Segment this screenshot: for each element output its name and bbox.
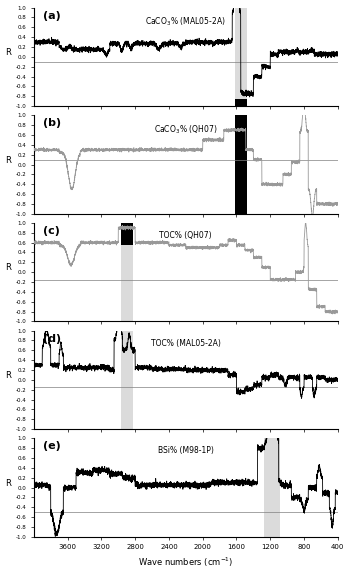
- Y-axis label: R: R: [6, 263, 12, 272]
- Text: (c): (c): [43, 226, 60, 236]
- Text: TOC% (QH07): TOC% (QH07): [160, 231, 212, 240]
- Y-axis label: R: R: [6, 48, 12, 57]
- Bar: [121, 223, 133, 321]
- Bar: [235, 7, 247, 106]
- Text: BSi% (M98-1P): BSi% (M98-1P): [158, 446, 214, 455]
- Y-axis label: R: R: [6, 478, 12, 488]
- Text: (e): (e): [43, 441, 61, 451]
- Text: (d): (d): [43, 334, 61, 344]
- Y-axis label: R: R: [6, 155, 12, 164]
- Text: TOC% (MAL05-2A): TOC% (MAL05-2A): [151, 339, 221, 347]
- Text: CaCO$_3$% (MAL05-2A): CaCO$_3$% (MAL05-2A): [146, 16, 226, 28]
- Bar: [121, 223, 133, 245]
- Bar: [235, 115, 247, 214]
- Text: (a): (a): [43, 10, 61, 21]
- Bar: [121, 331, 133, 429]
- Text: (b): (b): [43, 118, 61, 128]
- X-axis label: Wave numbers (cm$^{-1}$): Wave numbers (cm$^{-1}$): [138, 556, 233, 569]
- Text: CaCO$_3$% (QH07): CaCO$_3$% (QH07): [154, 123, 218, 136]
- Y-axis label: R: R: [6, 371, 12, 380]
- Bar: [235, 99, 247, 106]
- Bar: [264, 438, 280, 537]
